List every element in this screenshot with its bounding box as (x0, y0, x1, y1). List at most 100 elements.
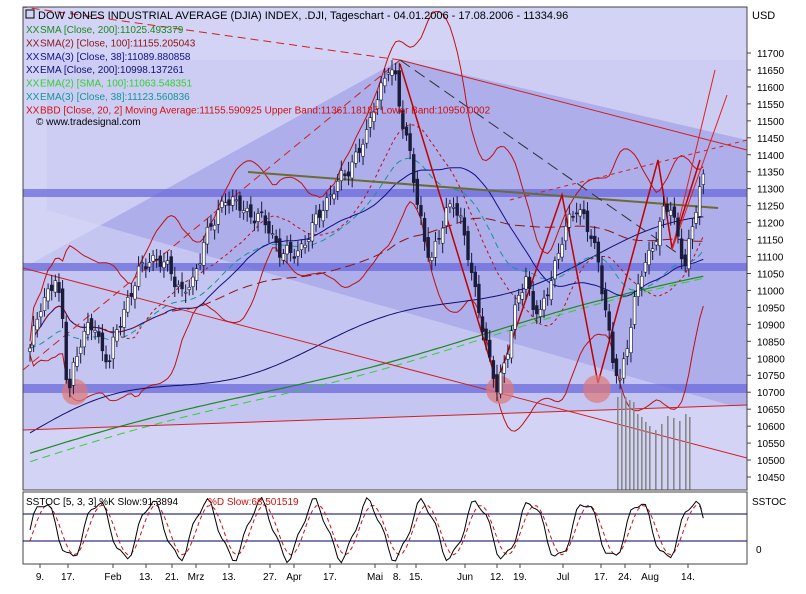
candle-body (553, 260, 557, 280)
candle-body (78, 346, 83, 354)
y-tick-label: 10500 (757, 456, 785, 467)
trendline-upper-dashed (23, 7, 401, 61)
sstoc-label-d: %D Slow:68.501519 (208, 497, 299, 508)
candle-body (111, 336, 115, 360)
candle-body (600, 265, 604, 295)
candle-body (285, 245, 289, 255)
candle-body (647, 250, 651, 266)
candle-body (202, 242, 206, 266)
candle-body (82, 331, 87, 348)
candle-body (93, 330, 97, 333)
candle-body (249, 204, 253, 218)
x-tick-label: Apr (286, 572, 302, 583)
candle-body (53, 280, 58, 293)
candle-body (672, 206, 677, 218)
candle-body (307, 239, 311, 242)
legend-entry: EMA(3) [Close, 38]:11123.560836 (40, 92, 190, 103)
candle-body (97, 331, 101, 337)
candle-body (212, 224, 217, 231)
y-tick-label: 10700 (757, 388, 785, 399)
candle-body (86, 322, 90, 335)
vertical-bar (661, 424, 663, 490)
legend-x-icon: XX (26, 79, 40, 90)
candle-body (593, 235, 597, 244)
candle-body (194, 268, 199, 281)
neckline (247, 171, 719, 209)
candle-body (545, 294, 550, 297)
candle-body (288, 241, 293, 253)
vertical-bar (625, 397, 627, 490)
candle-body (328, 194, 333, 197)
candle-body (343, 173, 347, 177)
candle-body (263, 215, 267, 226)
y-tick-label: 10900 (757, 320, 785, 331)
candle-body (629, 327, 633, 353)
candle-body (335, 180, 340, 192)
candle-body (643, 262, 648, 273)
header: DOW JONES INDUSTRIAL AVERAGE (DJIA) INDE… (25, 9, 775, 22)
candle-body (585, 210, 590, 233)
vertical-bar (633, 402, 635, 490)
candle-body (621, 358, 626, 379)
bottom-marker-3 (583, 375, 611, 403)
vertical-bar (629, 400, 631, 490)
legend-entry: EMA(2) [SMA, 100]:11063.548351 (40, 79, 193, 90)
candle-body (267, 221, 271, 234)
candle-body (169, 256, 173, 275)
level-bar-10700 (23, 384, 747, 393)
x-tick-label: Jul (557, 572, 570, 583)
y-tick-label: 11200 (757, 219, 785, 230)
candle-body (484, 328, 488, 341)
candle-body (140, 262, 144, 264)
x-axis: 9. 17. Feb 13. 21. Mrz 13. 27. Apr 17. Mai 8. 15. Jun… (36, 564, 695, 583)
candle-body (122, 309, 126, 328)
candle-body (252, 220, 257, 224)
y-tick-label: 10650 (757, 405, 785, 416)
candle-body (346, 171, 351, 177)
candle-body (636, 283, 640, 297)
x-tick-label: 17. (323, 572, 337, 583)
y-tick-label: 11650 (757, 66, 785, 77)
candle-body (383, 77, 387, 87)
ema-3-line (29, 157, 704, 349)
candle-body (574, 212, 579, 215)
moving-averages (29, 157, 704, 463)
candle-body (665, 203, 669, 212)
candle-body (415, 178, 420, 205)
vertical-bar (685, 414, 687, 490)
vertical-bar (637, 414, 639, 490)
vertical-bar (649, 426, 651, 490)
candle-body (437, 238, 441, 240)
vertical-bar (655, 430, 657, 490)
candle-body (278, 238, 282, 258)
y-tick-label: 11350 (757, 168, 785, 179)
candle-body (50, 284, 54, 291)
candle-body (632, 296, 637, 325)
sstoc-k-line (29, 496, 704, 564)
candle-body (187, 286, 191, 290)
candle-body (401, 109, 405, 130)
candle-body (339, 170, 344, 182)
candle-body (35, 318, 39, 331)
candle-body (509, 330, 514, 359)
vertical-bars (617, 392, 691, 490)
candle-body (321, 210, 325, 222)
y-tick-label: 11450 (757, 134, 785, 145)
x-tick-label: 17. (61, 572, 75, 583)
candle-body (89, 318, 94, 331)
candle-body (513, 304, 517, 330)
candle-body (357, 147, 362, 153)
x-tick-label: Jun (457, 572, 473, 583)
vertical-bar (645, 422, 647, 490)
candle-body (701, 173, 706, 185)
candle-body (227, 199, 231, 206)
candle-body (571, 216, 575, 218)
candle-body (158, 255, 163, 267)
candle-body (107, 360, 112, 362)
candle-body (310, 222, 315, 242)
candle-body (209, 223, 213, 227)
candle-body (582, 209, 586, 215)
sma-200-line (29, 275, 704, 454)
candle-body (129, 293, 134, 297)
candle-body (448, 203, 452, 208)
